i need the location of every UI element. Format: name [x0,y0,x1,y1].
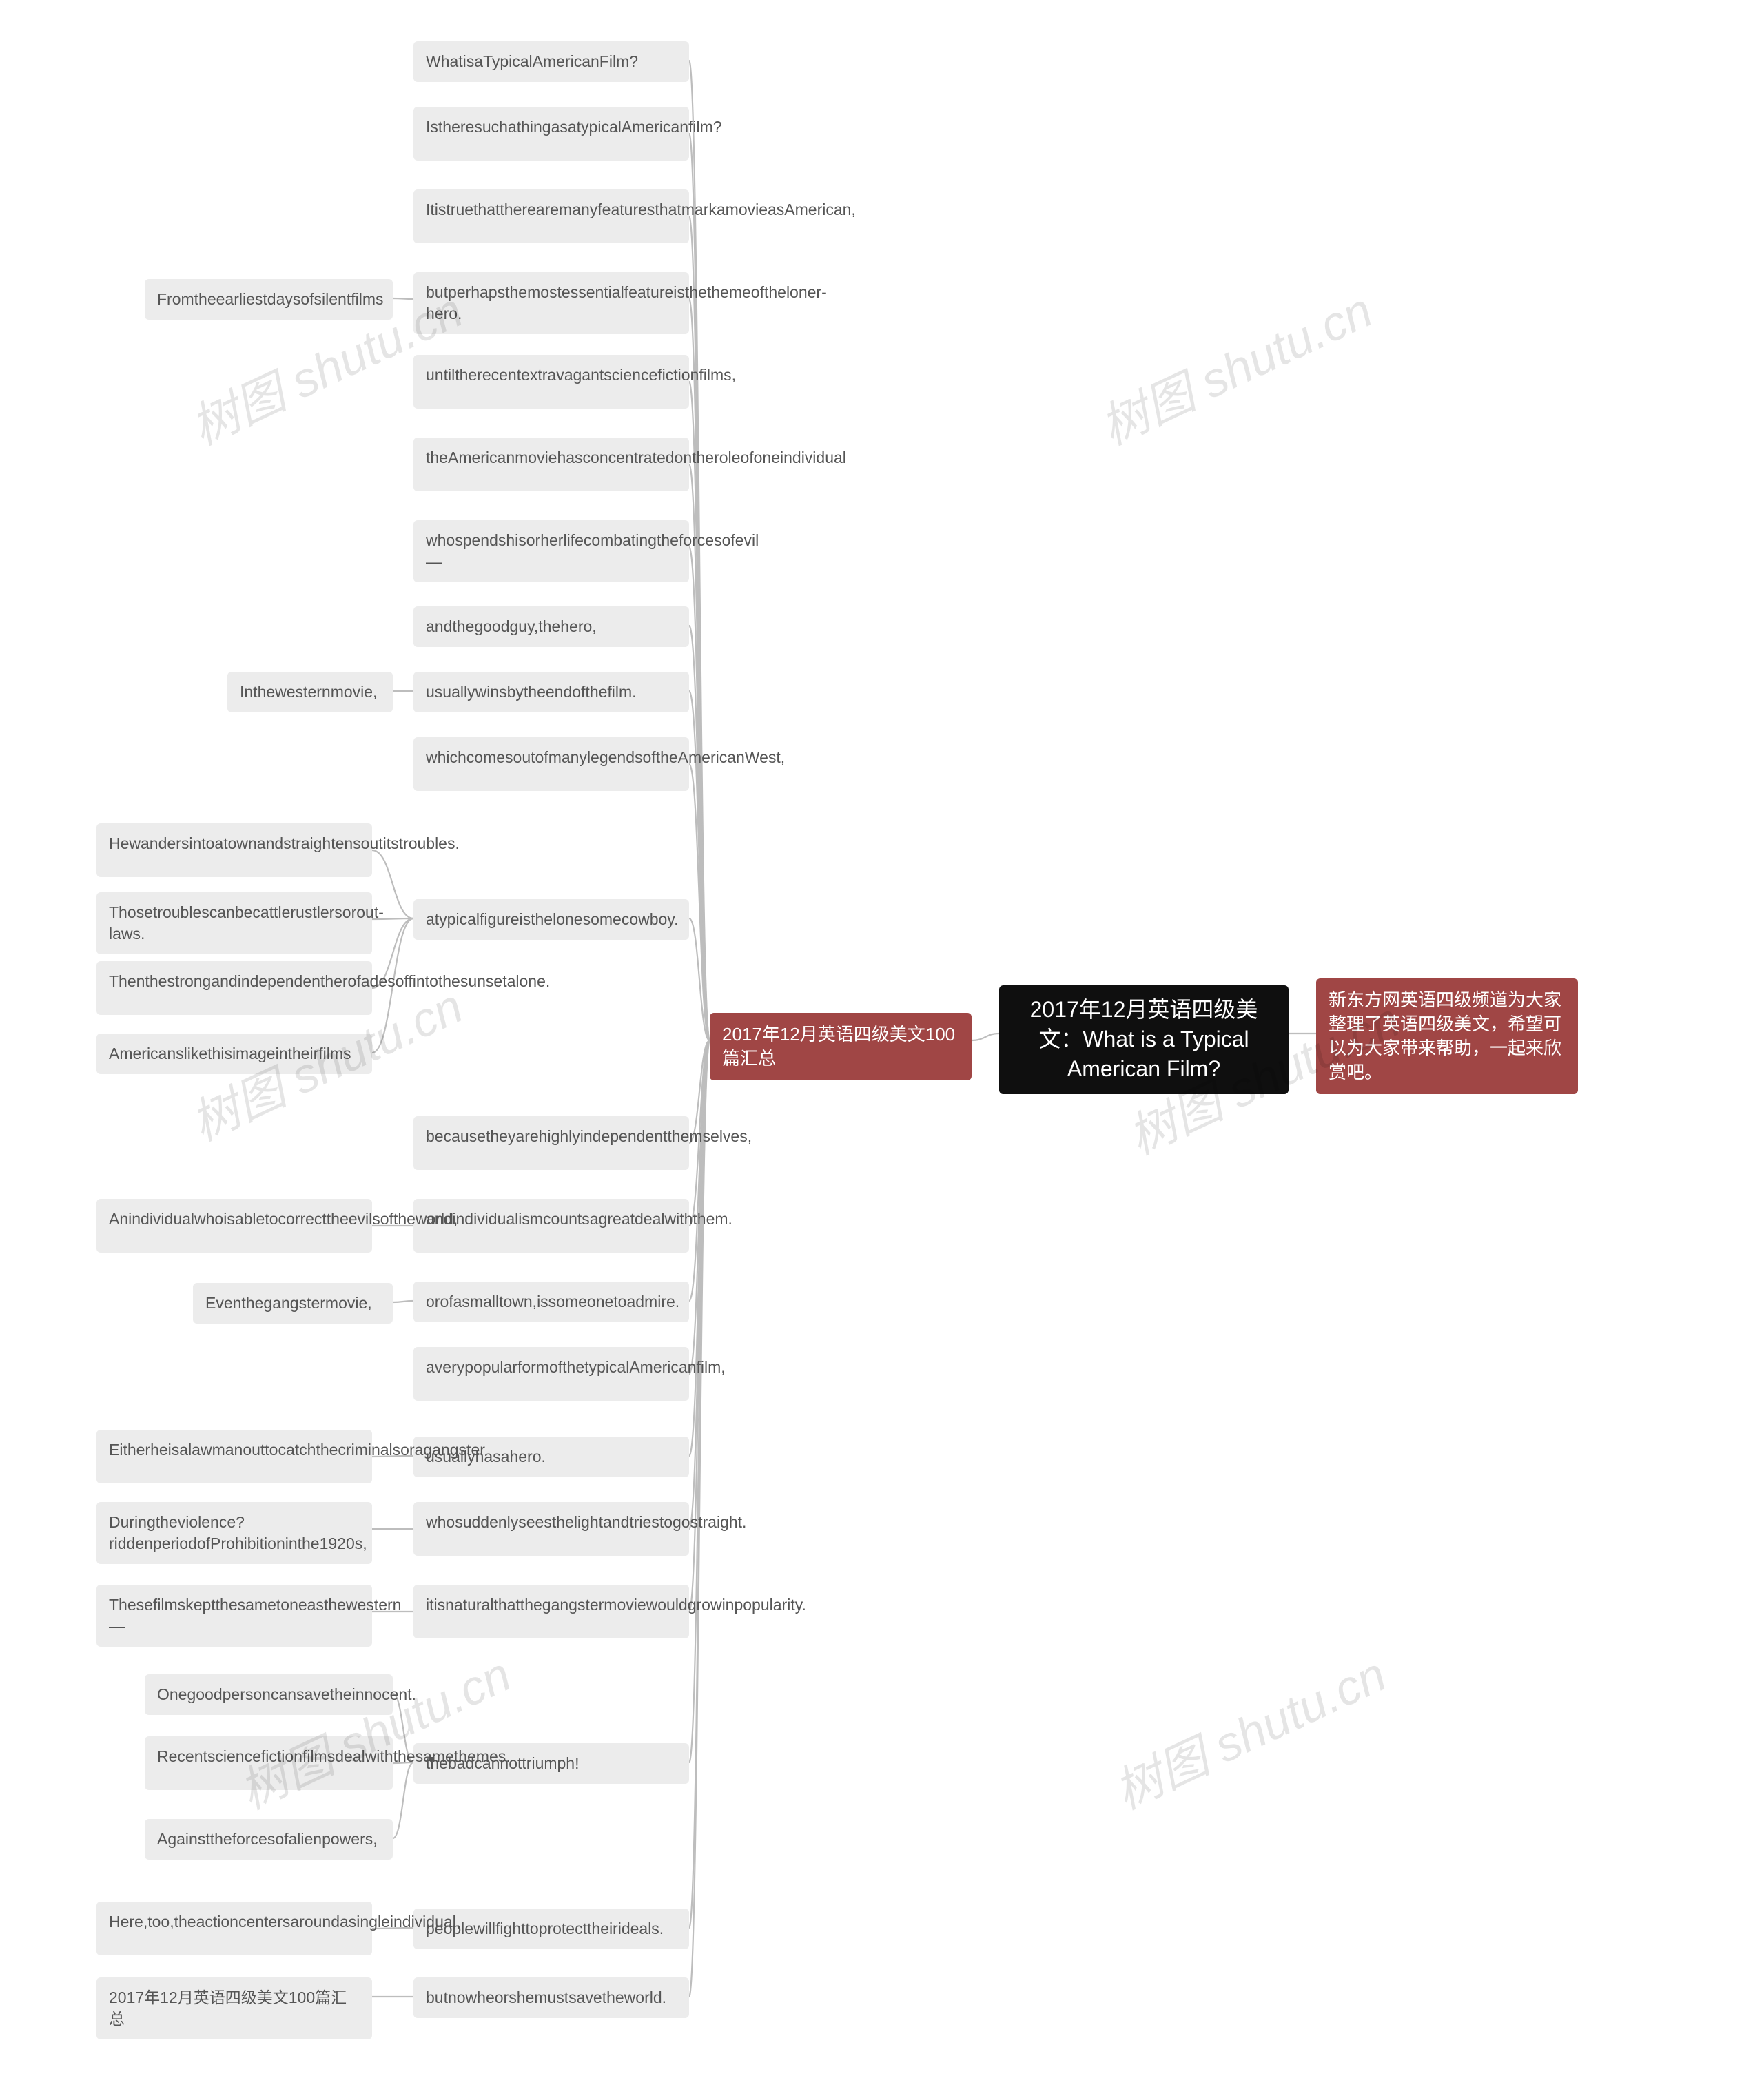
node-n9[interactable]: usuallywinsbytheendofthefilm. [413,672,689,712]
node-n2[interactable]: IstheresuchathingasatypicalAmericanfilm? [413,107,689,161]
node-n14[interactable]: orofasmalltown,issomeonetoadmire. [413,1282,689,1322]
node-n16p[interactable]: Eitherheisalawmanouttocatchthecriminalso… [96,1430,372,1483]
node-n6[interactable]: theAmericanmoviehasconcentratedontherole… [413,438,689,491]
node-n11[interactable]: atypicalfigureisthelonesomecowboy. [413,899,689,940]
node-n19b[interactable]: Recentsciencefictionfilmsdealwiththesame… [145,1736,393,1790]
node-n15[interactable]: averypopularformofthetypicalAmericanfilm… [413,1347,689,1401]
node-n17p[interactable]: Duringtheviolence?riddenperiodofProhibit… [96,1502,372,1564]
node-n5[interactable]: untiltherecentextravagantsciencefictionf… [413,355,689,409]
watermark: 树图 shutu.cn [1088,272,1382,459]
connector [972,1034,999,1040]
node-n18[interactable]: itisnaturalthatthegangstermoviewouldgrow… [413,1585,689,1638]
connector [689,382,710,1040]
watermark: 树图 shutu.cn [227,1636,521,1823]
node-n10[interactable]: whichcomesoutofmanylegendsoftheAmericanW… [413,737,689,791]
node-n9p[interactable]: Inthewesternmovie, [227,672,393,712]
connector [689,764,710,1040]
connector [393,1301,413,1302]
node-n11c[interactable]: Thenthestrongandindependentherofadesoffi… [96,961,372,1015]
node-n11a[interactable]: Hewandersintoatownandstraightensoutitstr… [96,823,372,877]
connector [689,1040,710,1928]
watermark: 树图 shutu.cn [1102,1636,1396,1823]
connector [393,1762,413,1838]
node-n18p[interactable]: Thesefilmskeptthesametoneasthewestern— [96,1585,372,1647]
connector [689,216,710,1040]
connector [689,1040,710,1374]
node-n21p[interactable]: 2017年12月英语四级美文100篇汇总 [96,1977,372,2039]
node-n3[interactable]: Itistruethattherearemanyfeaturesthatmark… [413,189,689,243]
node-n21[interactable]: butnowheorshemustsavetheworld. [413,1977,689,2018]
node-sub_right[interactable]: 新东方网英语四级频道为大家整理了英语四级美文，希望可以为大家带来帮助，一起来欣赏… [1316,978,1578,1094]
connector [689,1040,710,1301]
node-n20p[interactable]: Here,too,theactioncentersaroundasinglein… [96,1902,372,1955]
node-sub_left[interactable]: 2017年12月英语四级美文100篇汇总 [710,1013,972,1080]
connector [689,134,710,1040]
node-n7[interactable]: whospendshisorherlifecombatingtheforceso… [413,520,689,582]
node-n17[interactable]: whosuddenlyseesthelightandtriestogostrai… [413,1502,689,1556]
node-n4[interactable]: butperhapsthemostessentialfeatureistheth… [413,272,689,334]
connector [689,1040,710,1529]
node-n13p[interactable]: Anindividualwhoisabletocorrecttheevilsof… [96,1199,372,1253]
node-n4p[interactable]: Fromtheearliestdaysofsilentfilms [145,279,393,320]
node-n8[interactable]: andthegoodguy,thehero, [413,606,689,647]
connector [689,299,710,1040]
mindmap-canvas: 2017年12月英语四级美文：What is a Typical America… [0,0,1764,2087]
node-n11d[interactable]: Americanslikethisimageintheirfilms [96,1034,372,1074]
node-n11b[interactable]: Thosetroublescanbecattlerustlersorout-la… [96,892,372,954]
connector [393,298,413,299]
node-n19c[interactable]: Againsttheforcesofalienpowers, [145,1819,393,1860]
connector [689,1040,710,1456]
node-n14p[interactable]: Eventhegangstermovie, [193,1283,393,1324]
connector [689,626,710,1040]
connector [689,918,710,1040]
connector [689,1040,710,1762]
node-n19a[interactable]: Onegoodpersoncansavetheinnocent. [145,1674,393,1715]
connector [689,547,710,1040]
node-root[interactable]: 2017年12月英语四级美文：What is a Typical America… [999,985,1289,1094]
node-n12[interactable]: becausetheyarehighlyindependentthemselve… [413,1116,689,1170]
connector [689,691,710,1040]
node-n1[interactable]: WhatisaTypicalAmericanFilm? [413,41,689,82]
